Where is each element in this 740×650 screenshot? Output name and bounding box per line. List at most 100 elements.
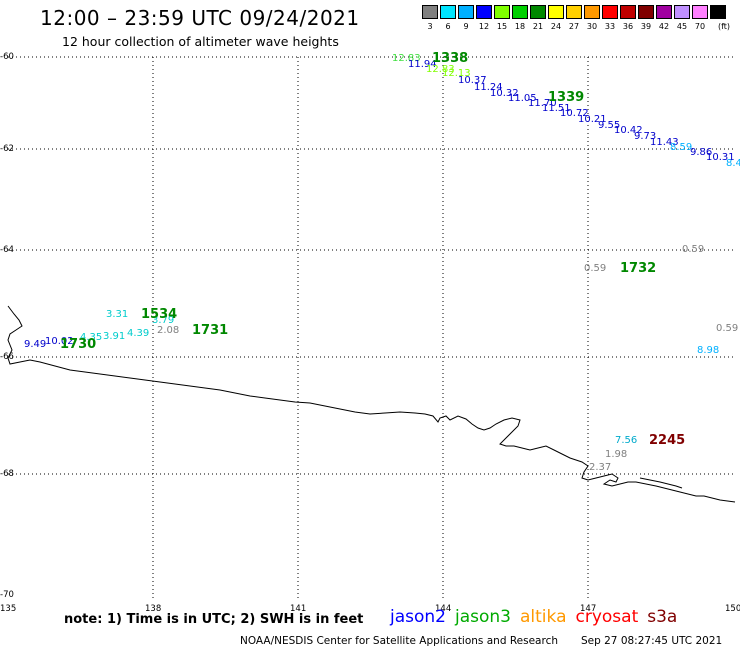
map-subtitle: 12 hour collection of altimeter wave hei… xyxy=(62,34,339,49)
swh-value-label: 4.35 xyxy=(80,332,102,343)
generated-timestamp: Sep 27 08:27:45 UTC 2021 xyxy=(581,635,723,647)
legend-swatch xyxy=(656,5,672,19)
lon-tick-label: 138 xyxy=(145,604,162,614)
swh-value-label: 11.51 xyxy=(542,103,571,114)
pass-time-label: 2245 xyxy=(649,433,685,448)
swh-value-label: 10.02 xyxy=(45,336,74,347)
legend-label: 33 xyxy=(604,22,616,31)
satellite-name: altika xyxy=(520,607,567,627)
swh-value-label: 9.73 xyxy=(634,131,656,142)
swh-value-label: 10.31 xyxy=(706,152,735,163)
legend-swatch xyxy=(674,5,690,19)
legend-swatch xyxy=(548,5,564,19)
legend-label: 18 xyxy=(514,22,526,31)
swh-value-label: 10.32 xyxy=(490,88,519,99)
legend-label: 39 xyxy=(640,22,652,31)
swh-value-label: 0.59 xyxy=(584,263,606,274)
lat-tick-label: -60 xyxy=(0,52,14,62)
lon-tick-label: 144 xyxy=(435,604,452,614)
map-title: 12:00 – 23:59 UTC 09/24/2021 xyxy=(40,6,360,30)
legend-swatch xyxy=(710,5,726,19)
satellite-name: jason3 xyxy=(455,607,511,627)
legend-swatch xyxy=(458,5,474,19)
map-labels: 12.8311.9412.8312.1310.3711.2410.3211.05… xyxy=(24,51,740,473)
legend-label: 45 xyxy=(676,22,688,31)
legend-swatch xyxy=(620,5,636,19)
swh-value-label: 12.83 xyxy=(426,64,455,75)
legend-label: 15 xyxy=(496,22,508,31)
swh-value-label: 0.59 xyxy=(716,323,738,334)
swh-value-label: 11.70 xyxy=(528,98,557,109)
swh-value-label: 1.98 xyxy=(605,449,627,460)
lon-tick-label: 141 xyxy=(290,604,307,614)
legend-swatch xyxy=(422,5,438,19)
satellite-name: jason2 xyxy=(390,607,446,627)
lat-tick-label: -66 xyxy=(0,352,14,362)
swh-value-label: 9.55 xyxy=(598,120,620,131)
footnote: note: 1) Time is in UTC; 2) SWH is in fe… xyxy=(64,612,364,627)
satellite-name: s3a xyxy=(647,607,678,627)
swh-value-label: 3.31 xyxy=(106,309,128,320)
lat-tick-label: -62 xyxy=(0,144,14,154)
legend-swatch xyxy=(440,5,456,19)
swh-value-label: 8.59 xyxy=(670,142,692,153)
swh-value-label: 4.39 xyxy=(127,328,149,339)
swh-value-label: 8.4 xyxy=(726,158,740,169)
swh-value-label: 11.05 xyxy=(508,93,537,104)
swh-value-label: 0.59 xyxy=(682,244,704,255)
swh-value-label: 8.98 xyxy=(697,345,719,356)
antarctic-coastline-east xyxy=(639,477,683,489)
legend-label: 9 xyxy=(463,22,469,31)
legend-swatch xyxy=(584,5,600,19)
legend-label: 27 xyxy=(568,22,580,31)
swh-value-label: 3.91 xyxy=(103,331,125,342)
lon-tick-label: 147 xyxy=(580,604,597,614)
swh-value-label: 7.56 xyxy=(615,435,637,446)
legend-swatch xyxy=(476,5,492,19)
legend-label: 6 xyxy=(445,22,451,31)
legend-label: 36 xyxy=(622,22,634,31)
legend-label: 21 xyxy=(532,22,544,31)
legend-swatch xyxy=(638,5,654,19)
satellite-name: cryosat xyxy=(575,607,639,627)
legend-label: 3 xyxy=(427,22,433,31)
swh-value-label: 11.24 xyxy=(474,82,503,93)
pass-time-label: 1338 xyxy=(432,51,468,66)
pass-time-label: 1339 xyxy=(548,90,584,105)
lon-tick-label: 135 xyxy=(0,604,17,614)
swh-value-label: 10.37 xyxy=(458,75,487,86)
pass-time-label: 1731 xyxy=(192,323,228,338)
lat-tick-label: -68 xyxy=(0,469,14,479)
legend-swatch xyxy=(692,5,708,19)
swh-value-label: 9.86 xyxy=(690,147,712,158)
legend-label: 12 xyxy=(478,22,490,31)
lat-lon-grid xyxy=(8,56,735,600)
swh-value-label: 10.72 xyxy=(560,108,589,119)
legend-label: 30 xyxy=(586,22,598,31)
legend-label: 70 xyxy=(694,22,706,31)
swh-value-label: 10.21 xyxy=(578,114,607,125)
legend-swatch xyxy=(494,5,510,19)
satellite-key: jason2 jason3 altika cryosat s3a xyxy=(390,607,686,627)
credit-line: NOAA/NESDIS Center for Satellite Applica… xyxy=(240,635,558,647)
swh-value-label: 11.43 xyxy=(650,137,679,148)
swh-value-label: 9.49 xyxy=(24,339,46,350)
pass-time-label: 1534 xyxy=(141,307,177,322)
legend-swatch xyxy=(602,5,618,19)
swh-value-label: 12.83 xyxy=(392,53,421,64)
lat-tick-label: -70 xyxy=(0,590,14,600)
legend-swatch xyxy=(512,5,528,19)
swh-value-label: 3.79 xyxy=(152,315,174,326)
legend-swatch xyxy=(566,5,582,19)
pass-time-label: 1732 xyxy=(620,261,656,276)
legend-label: 24 xyxy=(550,22,562,31)
swh-value-label: 12.13 xyxy=(442,68,471,79)
swh-value-label: 2.08 xyxy=(157,325,179,336)
swh-value-label: 10.42 xyxy=(614,125,643,136)
legend-label: 42 xyxy=(658,22,670,31)
legend-swatch xyxy=(530,5,546,19)
lat-tick-label: -64 xyxy=(0,245,14,255)
swh-value-label: 2.37 xyxy=(589,462,611,473)
swh-value-label: 11.94 xyxy=(408,59,437,70)
